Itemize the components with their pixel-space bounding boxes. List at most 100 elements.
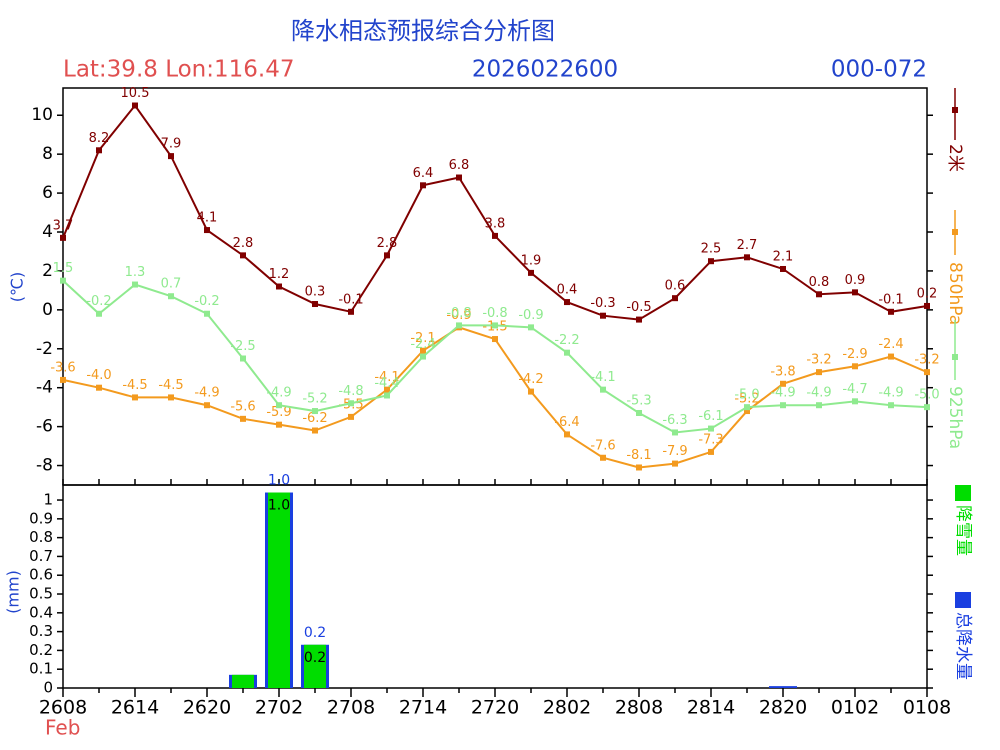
point (240, 252, 246, 259)
point (564, 431, 570, 438)
data-label: -3.2 (806, 353, 831, 368)
data-label: -3.6 (50, 360, 75, 375)
x-tick-label: 2720 (471, 697, 519, 719)
point (924, 404, 930, 411)
point (708, 425, 714, 432)
y-tick-label: 0.4 (29, 603, 53, 621)
y-tick-label: 6 (42, 183, 53, 203)
data-label: -4.5 (122, 378, 147, 393)
data-label: -4.1 (374, 370, 399, 385)
location: Lat:39.8 Lon:116.47 (63, 57, 294, 83)
series-line (62, 103, 928, 321)
y-tick-label: -2 (36, 339, 53, 359)
legend-marker (952, 107, 958, 113)
point (816, 402, 822, 409)
series-line (62, 326, 928, 469)
x-tick-label: 2620 (183, 697, 231, 719)
point (168, 394, 174, 401)
data-label: -0.8 (446, 306, 471, 321)
data-label: -6.4 (554, 415, 579, 430)
point (240, 355, 246, 362)
point (816, 291, 822, 298)
y-tick-label: 0.3 (29, 622, 53, 640)
legend-label: 2米 (945, 144, 965, 172)
legend-marker (955, 592, 971, 608)
point (744, 408, 750, 415)
data-label: 4.1 (197, 211, 218, 226)
data-label: 1.9 (521, 253, 542, 268)
point (276, 402, 282, 409)
y-tick-label: 0.2 (29, 641, 53, 659)
x-tick-label: 0108 (903, 697, 951, 719)
data-label: 0.2 (304, 650, 326, 666)
data-label: -2.5 (230, 339, 255, 354)
legend-label: 925hPa (945, 386, 965, 449)
point (60, 277, 66, 284)
legend-label: 总降水量 (953, 612, 973, 680)
point (528, 324, 534, 331)
x-axis-label: Feb (45, 716, 80, 740)
x-tick-label: 2702 (255, 697, 303, 719)
legend-marker (955, 485, 971, 501)
point (348, 400, 354, 407)
y-tick-label: -8 (36, 456, 53, 476)
y-tick-label: 0.7 (29, 547, 53, 565)
data-label: -0.9 (518, 308, 543, 323)
point (924, 369, 930, 376)
point (60, 376, 66, 383)
data-label: 10.5 (121, 86, 150, 101)
point (744, 254, 750, 261)
point (420, 182, 426, 189)
data-label: 1.3 (125, 265, 146, 280)
data-label: -0.2 (194, 294, 219, 309)
data-label: -6.3 (662, 413, 687, 428)
x-tick-label: 2714 (399, 697, 447, 719)
point (888, 402, 894, 409)
data-label: -4.9 (770, 386, 795, 401)
y-tick-label: 4 (42, 222, 53, 242)
data-label: -0.5 (626, 300, 651, 315)
point (780, 402, 786, 409)
data-label: -6.1 (698, 409, 723, 424)
data-label: 8.2 (89, 131, 110, 146)
y-tick-label: -4 (36, 378, 53, 398)
data-label: -4.8 (338, 384, 363, 399)
point (852, 363, 858, 370)
x-tick-label: 2814 (687, 697, 735, 719)
init-time: 2026022600 (472, 57, 618, 83)
data-label: -0.3 (590, 296, 615, 311)
point (564, 299, 570, 306)
point (672, 460, 678, 467)
point (312, 427, 318, 434)
point (276, 421, 282, 428)
data-label: 2.8 (377, 236, 398, 251)
data-label: -5.0 (734, 388, 759, 403)
data-label: -0.1 (338, 292, 363, 307)
point (348, 308, 354, 315)
x-tick-label: 2614 (111, 697, 159, 719)
point (204, 227, 210, 234)
point (636, 409, 642, 416)
point (492, 232, 498, 239)
y-tick-label: 10 (31, 105, 53, 125)
point (852, 289, 858, 296)
data-label: -2.2 (554, 333, 579, 348)
data-label: -0.1 (878, 292, 903, 307)
data-label: -2.4 (878, 337, 903, 352)
point (924, 302, 930, 309)
point (708, 448, 714, 455)
point (96, 384, 102, 391)
data-label: 1.2 (269, 267, 290, 282)
data-label: -4.9 (194, 386, 219, 401)
data-label: 0.4 (557, 283, 578, 298)
data-label: -0.8 (482, 306, 507, 321)
point (600, 386, 606, 393)
data-label: -5.2 (302, 392, 327, 407)
data-label: 0.2 (304, 625, 326, 641)
y-axis-label: (mm) (4, 570, 23, 614)
plot-frame (62, 87, 928, 486)
y-tick-label: -6 (36, 417, 53, 437)
data-label: -4.9 (878, 386, 903, 401)
data-label: 6.8 (449, 158, 470, 173)
